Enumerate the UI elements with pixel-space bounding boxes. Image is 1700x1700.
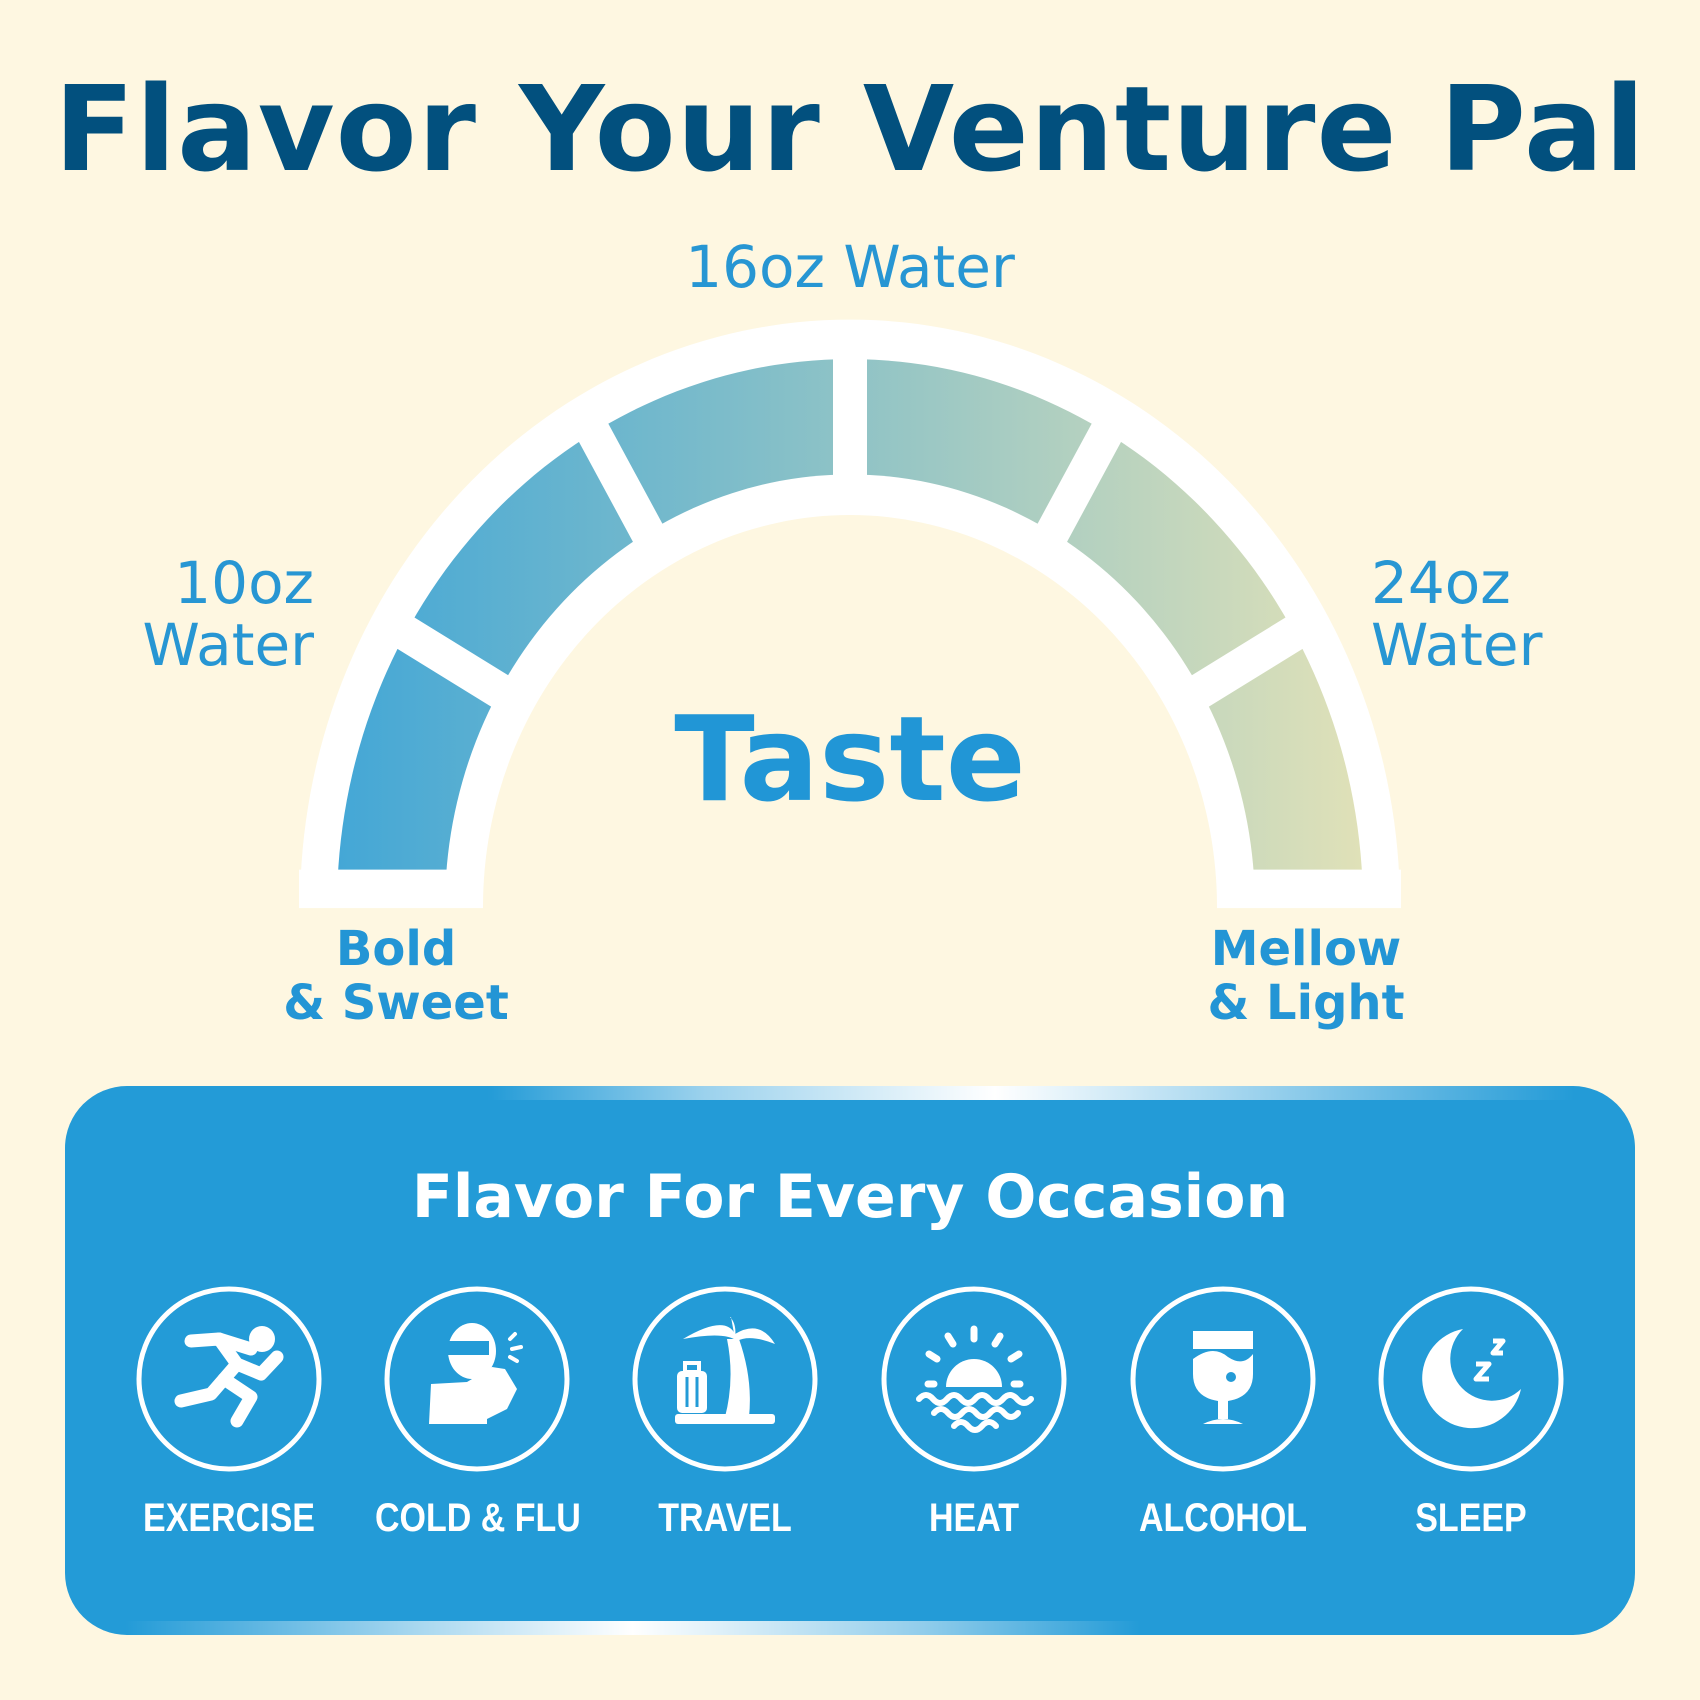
gauge-segment-divider: [1032, 416, 1125, 551]
panel-highlight: [125, 1621, 1575, 1635]
gauge-segment-divider: [391, 613, 517, 712]
wine-glass-icon: [1130, 1286, 1316, 1472]
occasion-alcohol: ALCOHOL: [1103, 1284, 1343, 1541]
label-10oz-water: 10oz Water: [143, 552, 314, 676]
label-mellow-light: Mellow & Light: [1156, 922, 1456, 1030]
panel-highlight: [125, 1086, 1575, 1100]
label-line: 24oz: [1371, 549, 1511, 617]
occasion-exercise: EXERCISE: [109, 1284, 349, 1541]
gauge-segment-divider: [575, 416, 668, 551]
label-line: Mellow: [1210, 921, 1402, 977]
occasion-sleep: SLEEP: [1351, 1284, 1591, 1541]
occasion-label: EXERCISE: [143, 1496, 315, 1540]
running-person-icon: [136, 1286, 322, 1472]
sun-waves-icon: [881, 1286, 1067, 1472]
page-title: Flavor Your Venture Pal: [54, 60, 1646, 198]
occasions-panel: Flavor For Every Occasion EXERCISE COLD …: [65, 1086, 1635, 1635]
occasion-travel: TRAVEL: [605, 1284, 845, 1541]
occasion-label: ALCOHOL: [1138, 1496, 1308, 1540]
taste-gauge: [299, 319, 1401, 909]
label-line: 10oz: [174, 549, 314, 617]
label-24oz-water: 24oz Water: [1371, 552, 1542, 676]
label-bold-sweet: Bold & Sweet: [246, 922, 546, 1030]
occasion-label: COLD & FLU: [375, 1496, 581, 1540]
gauge-segment-divider: [1183, 613, 1309, 712]
occasion-cold-flu: COLD & FLU: [357, 1284, 597, 1541]
moon-zzz-icon: [1378, 1286, 1564, 1472]
occasion-label: TRAVEL: [658, 1496, 792, 1540]
label-16oz-water: 16oz Water: [685, 233, 1015, 301]
label-line: & Light: [1207, 975, 1405, 1031]
label-line: Water: [142, 611, 314, 679]
occasion-heat: HEAT: [854, 1284, 1094, 1541]
label-line: Bold: [335, 921, 457, 977]
label-line: & Sweet: [283, 975, 509, 1031]
palm-tree-suitcase-icon: [632, 1286, 818, 1472]
label-line: Water: [1371, 611, 1543, 679]
occasion-label: SLEEP: [1415, 1496, 1527, 1540]
occasions-title: Flavor For Every Occasion: [411, 1162, 1289, 1232]
occasion-label: HEAT: [928, 1496, 1020, 1540]
sick-person-icon: [384, 1286, 570, 1472]
gauge-center-label: Taste: [674, 690, 1026, 828]
